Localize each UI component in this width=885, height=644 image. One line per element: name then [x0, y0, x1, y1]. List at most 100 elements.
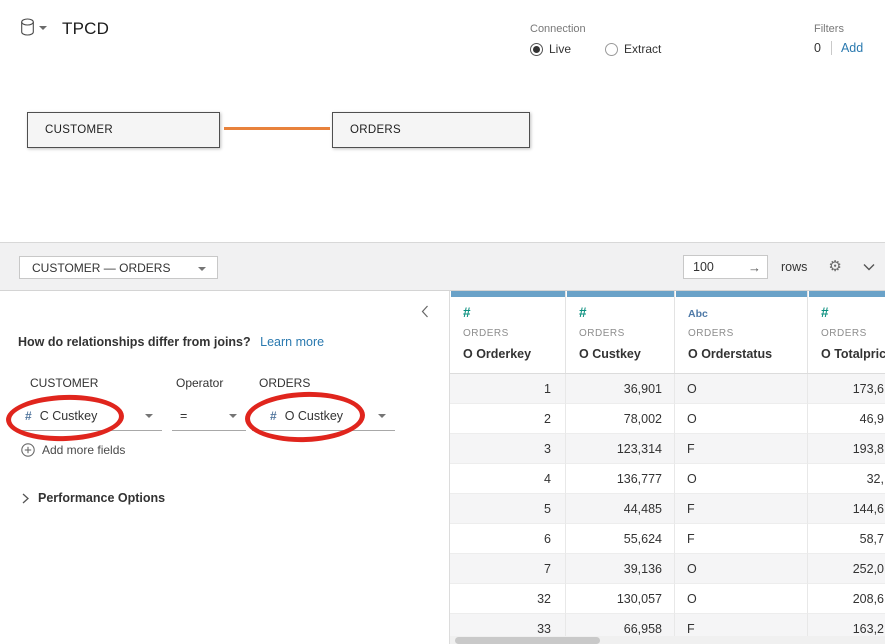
relationship-editor: How do relationships differ from joins? …	[0, 291, 450, 644]
operator-label: Operator	[176, 376, 224, 390]
column-header-o-orderkey[interactable]: # ORDERS O Orderkey	[450, 291, 566, 373]
chevron-down-icon	[39, 26, 47, 30]
relationship-noodle[interactable]	[224, 127, 330, 130]
cell-o-orderstatus: O	[675, 404, 808, 434]
cell-o-orderkey: 1	[450, 374, 566, 404]
cell-o-orderstatus: O	[675, 554, 808, 584]
chevron-down-icon	[378, 414, 386, 418]
column-field-name: O Totalprice	[821, 347, 885, 361]
chevron-down-icon	[863, 264, 875, 271]
table-customer[interactable]: CUSTOMER	[27, 112, 220, 148]
column-field-name: O Orderkey	[463, 347, 532, 361]
cell-o-orderstatus: F	[675, 494, 808, 524]
collapse-preview-chevron[interactable]	[863, 263, 875, 271]
column-header-o-orderstatus[interactable]: Abc ORDERS O Orderstatus	[675, 291, 808, 373]
help-question: How do relationships differ from joins?	[18, 335, 251, 349]
radio-extract[interactable]: Extract	[605, 42, 661, 56]
database-icon	[21, 18, 34, 36]
horizontal-scrollbar[interactable]	[450, 636, 885, 644]
column-table-label: ORDERS	[688, 328, 734, 339]
cell-o-orderstatus: O	[675, 374, 808, 404]
table-row: 7 39,136 O 252,0	[450, 554, 885, 584]
right-field-dropdown[interactable]: # O Custkey	[252, 401, 395, 431]
rows-control: → rows ⚙	[683, 255, 875, 279]
cell-o-custkey: 36,901	[566, 374, 675, 404]
divider	[830, 41, 832, 55]
table-row: 4 136,777 O 32,	[450, 464, 885, 494]
cell-o-custkey: 78,002	[566, 404, 675, 434]
chevron-left-icon	[421, 305, 428, 318]
cell-o-totalprice: 144,6	[808, 494, 885, 524]
number-type-icon: #	[463, 305, 471, 320]
cell-o-orderkey: 32	[450, 584, 566, 614]
cell-o-totalprice: 32,	[808, 464, 885, 494]
number-type-icon: #	[821, 305, 829, 320]
left-field-dropdown[interactable]: # C Custkey	[14, 401, 162, 431]
cell-o-custkey: 123,314	[566, 434, 675, 464]
cell-o-custkey: 44,485	[566, 494, 675, 524]
panel-body: How do relationships differ from joins? …	[0, 291, 885, 644]
left-table-label: CUSTOMER	[30, 376, 99, 390]
add-filter-button[interactable]: Add	[840, 41, 864, 55]
number-type-icon: #	[270, 408, 277, 423]
cell-o-orderstatus: O	[675, 584, 808, 614]
column-table-label: ORDERS	[821, 328, 867, 339]
add-more-fields-button[interactable]: Add more fields	[21, 443, 125, 457]
radio-selected-icon	[530, 42, 543, 56]
cell-o-orderkey: 4	[450, 464, 566, 494]
operator-dropdown[interactable]: =	[172, 401, 246, 431]
panel-header: CUSTOMER — ORDERS → rows ⚙	[0, 243, 885, 291]
cell-o-totalprice: 58,7	[808, 524, 885, 554]
cell-o-orderstatus: O	[675, 464, 808, 494]
cell-o-orderkey: 3	[450, 434, 566, 464]
number-type-icon: #	[579, 305, 587, 320]
column-field-name: O Custkey	[579, 347, 641, 361]
cell-o-custkey: 55,624	[566, 524, 675, 554]
rows-count-input[interactable]	[684, 256, 744, 278]
filters-label: Filters	[814, 23, 844, 35]
cell-o-totalprice: 252,0	[808, 554, 885, 584]
right-table-label: ORDERS	[259, 376, 311, 390]
table-row: 1 36,901 O 173,6	[450, 374, 885, 404]
gear-icon[interactable]: ⚙	[828, 258, 842, 275]
data-preview-grid: # ORDERS O Orderkey # ORDERS O Custkey Abc ORDE…	[450, 291, 885, 644]
connection-label: Connection	[530, 23, 586, 35]
column-header-o-totalprice[interactable]: # ORDERS O Totalprice	[808, 291, 885, 373]
relationships-help: How do relationships differ from joins? …	[18, 335, 324, 349]
cell-o-orderstatus: F	[675, 434, 808, 464]
table-row: 5 44,485 F 144,6	[450, 494, 885, 524]
chevron-right-icon	[22, 493, 29, 503]
cell-o-totalprice: 193,8	[808, 434, 885, 464]
table-row: 6 55,624 F 58,7	[450, 524, 885, 554]
cell-o-totalprice: 46,9	[808, 404, 885, 434]
learn-more-link[interactable]: Learn more	[260, 335, 325, 349]
relationship-selector-dropdown[interactable]: CUSTOMER — ORDERS	[19, 256, 218, 279]
cell-o-orderkey: 2	[450, 404, 566, 434]
filters-section: Filters 0 Add	[814, 23, 863, 55]
cell-o-totalprice: 208,6	[808, 584, 885, 614]
apply-rows-arrow-icon[interactable]: →	[748, 260, 761, 275]
radio-unselected-icon	[605, 42, 619, 56]
table-orders[interactable]: ORDERS	[332, 112, 530, 148]
radio-live[interactable]: Live	[530, 42, 571, 56]
column-field-name: O Orderstatus	[688, 347, 773, 361]
cell-o-orderkey: 6	[450, 524, 566, 554]
cell-o-custkey: 136,777	[566, 464, 675, 494]
grid-body: 1 36,901 O 173,6 2 78,002 O 46,9 3 123,314 F 193,8 4…	[450, 374, 885, 644]
chevron-down-icon	[145, 414, 153, 418]
text-type-icon: Abc	[688, 308, 708, 320]
data-source-title[interactable]: TPCD	[62, 19, 110, 38]
column-header-o-custkey[interactable]: # ORDERS O Custkey	[566, 291, 675, 373]
data-source-menu[interactable]	[20, 18, 47, 36]
scrollbar-thumb[interactable]	[455, 637, 600, 644]
collapse-pane-button[interactable]	[421, 305, 429, 318]
column-color-strip	[809, 291, 885, 297]
cell-o-orderkey: 5	[450, 494, 566, 524]
column-color-strip	[676, 291, 807, 297]
top-bar: TPCD Connection Live Extract Filters 0	[0, 0, 885, 64]
performance-options-toggle[interactable]: Performance Options	[22, 491, 165, 505]
column-color-strip	[451, 291, 565, 297]
cell-o-custkey: 39,136	[566, 554, 675, 584]
connection-section: Connection Live Extract	[530, 23, 661, 56]
